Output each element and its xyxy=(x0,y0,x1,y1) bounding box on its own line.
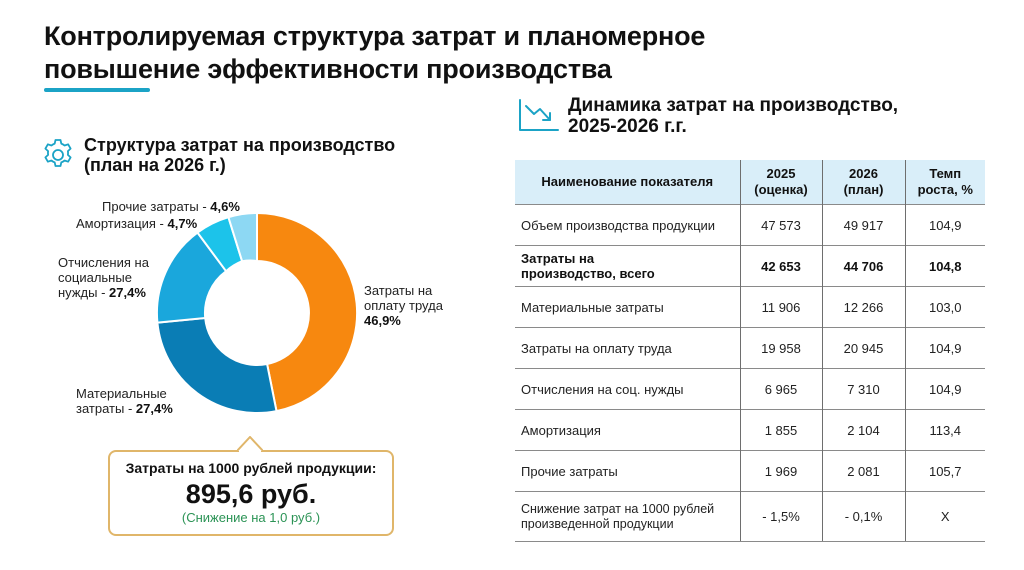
cell-2025: 42 653 xyxy=(739,245,822,287)
page-title-line1: Контролируемая структура затрат и планом… xyxy=(44,21,706,51)
label-other-value: 4,6% xyxy=(210,199,240,214)
cell-2025: - 1,5% xyxy=(739,491,822,542)
trend-down-icon xyxy=(519,99,559,131)
label-other: Прочие затраты - 4,6% xyxy=(102,199,240,214)
header-2026: 2026 (план) xyxy=(821,160,905,205)
label-amortization: Амортизация - 4,7% xyxy=(76,216,197,231)
dynamics-title-line1: Динамика затрат на производство, xyxy=(568,95,899,116)
table-row: Прочие затраты 1 969 2 081 105,7 xyxy=(515,450,985,492)
callout-pointer xyxy=(237,436,263,452)
label-labor-line2: оплату труда xyxy=(364,298,443,313)
cell-name: Амортизация xyxy=(515,409,740,451)
donut-segment-materials xyxy=(156,316,278,414)
cell-2026: 7 310 xyxy=(821,368,905,410)
cell-2026: 12 266 xyxy=(821,286,905,328)
cell-2026: 44 706 xyxy=(821,245,905,287)
cell-name: Снижение затрат на 1000 рублей произведе… xyxy=(515,491,740,542)
cell-name: Отчисления на соц. нужды xyxy=(515,368,740,410)
label-social-line2: социальные xyxy=(58,270,132,285)
cell-2026: 2 081 xyxy=(821,450,905,492)
page-title-line2: повышение эффективности производства xyxy=(44,54,612,84)
header-2025: 2025 (оценка) xyxy=(739,160,822,205)
cell-name: Затраты на оплату труда xyxy=(515,327,740,369)
title-underline xyxy=(44,88,150,92)
cell-growth: 105,7 xyxy=(904,450,985,492)
callout-label: Затраты на 1000 рублей продукции: xyxy=(125,460,377,476)
cell-2025: 47 573 xyxy=(739,204,822,246)
label-materials-value: 27,4% xyxy=(135,401,173,416)
structure-title-line2: (план на 2026 г.) xyxy=(84,155,226,175)
structure-title-line1: Структура затрат на производство xyxy=(84,135,396,155)
table-row: Материальные затраты 11 906 12 266 103,0 xyxy=(515,286,985,328)
table-row: Затраты на производство, всего 42 653 44… xyxy=(515,245,985,287)
cost-per-1000-callout: Затраты на 1000 рублей продукции: 895,6 … xyxy=(108,450,394,536)
cell-name: Затраты на производство, всего xyxy=(515,245,740,287)
header-2026-line2: (план) xyxy=(843,182,884,197)
cell-2025: 6 965 xyxy=(739,368,822,410)
cell-2026: 49 917 xyxy=(821,204,905,246)
cell-2026: - 0,1% xyxy=(821,491,905,542)
header-2026-line1: 2026 xyxy=(849,166,878,181)
label-materials: Материальные затраты - 27,4% xyxy=(76,386,173,416)
label-other-text: Прочие затраты - xyxy=(102,199,211,214)
label-amort-value: 4,7% xyxy=(167,216,198,231)
callout-value: 895,6 руб. xyxy=(185,479,317,509)
table-row: Затраты на оплату труда 19 958 20 945 10… xyxy=(515,327,985,369)
cost-dynamics-table: Наименование показателя 2025 (оценка) 202… xyxy=(515,160,985,542)
dynamics-section-title: Динамика затрат на производство, 2025-20… xyxy=(568,95,898,137)
cell-2025: 1 969 xyxy=(739,450,822,492)
cell-growth: 113,4 xyxy=(904,409,985,451)
page-title: Контролируемая структура затрат и планом… xyxy=(44,20,705,86)
table-row: Амортизация 1 855 2 104 113,4 xyxy=(515,409,985,451)
cell-2026: 2 104 xyxy=(821,409,905,451)
cell-name: Объем производства продукции xyxy=(515,204,740,246)
label-labor-value: 46,9% xyxy=(364,313,401,328)
table-row: Объем производства продукции 47 573 49 9… xyxy=(515,204,985,246)
cost-structure-donut-chart xyxy=(155,211,359,414)
donut-segment-labor xyxy=(256,211,359,413)
table-row: Снижение затрат на 1000 рублей произведе… xyxy=(515,491,985,542)
label-social-line1: Отчисления на xyxy=(58,255,149,270)
header-growth-line2: роста, % xyxy=(917,182,973,197)
label-social-value: 27,4% xyxy=(109,285,146,300)
cell-2026: 20 945 xyxy=(821,327,905,369)
cell-2025: 11 906 xyxy=(739,286,822,328)
header-name-text: Наименование показателя xyxy=(541,174,714,189)
header-name: Наименование показателя xyxy=(515,160,740,205)
cell-name: Материальные затраты xyxy=(515,286,740,328)
label-materials-line1: Материальные xyxy=(76,386,167,401)
header-growth: Темп роста, % xyxy=(904,160,985,205)
cell-growth: X xyxy=(904,491,985,542)
callout-note: (Снижение на 1,0 руб.) xyxy=(181,510,321,525)
cell-2025: 19 958 xyxy=(739,327,822,369)
label-amort-text: Амортизация - xyxy=(76,216,168,231)
label-labor-line1: Затраты на xyxy=(364,283,433,298)
cell-growth: 103,0 xyxy=(904,286,985,328)
gear-icon xyxy=(44,139,72,167)
header-growth-line1: Темп xyxy=(929,166,962,181)
cell-name: Прочие затраты xyxy=(515,450,740,492)
label-social: Отчисления на социальные нужды - 27,4% xyxy=(58,255,149,300)
cell-growth: 104,8 xyxy=(904,245,985,287)
cell-growth: 104,9 xyxy=(904,204,985,246)
cell-growth: 104,9 xyxy=(904,368,985,410)
label-social-line3: нужды - xyxy=(58,285,110,300)
header-2025-line1: 2025 xyxy=(766,166,796,181)
cell-2025: 1 855 xyxy=(739,409,822,451)
dynamics-title-line2: 2025-2026 г.г. xyxy=(568,116,687,137)
label-materials-line2: затраты - xyxy=(76,401,136,416)
donut-segment-other xyxy=(227,211,258,263)
header-2025-line2: (оценка) xyxy=(754,182,808,197)
structure-section-title: Структура затрат на производство (план н… xyxy=(84,135,395,175)
label-labor: Затраты на оплату труда 46,9% xyxy=(364,283,443,328)
cell-growth: 104,9 xyxy=(904,327,985,369)
table-row: Отчисления на соц. нужды 6 965 7 310 104… xyxy=(515,368,985,410)
table-header-row: Наименование показателя 2025 (оценка) 202… xyxy=(515,160,985,205)
